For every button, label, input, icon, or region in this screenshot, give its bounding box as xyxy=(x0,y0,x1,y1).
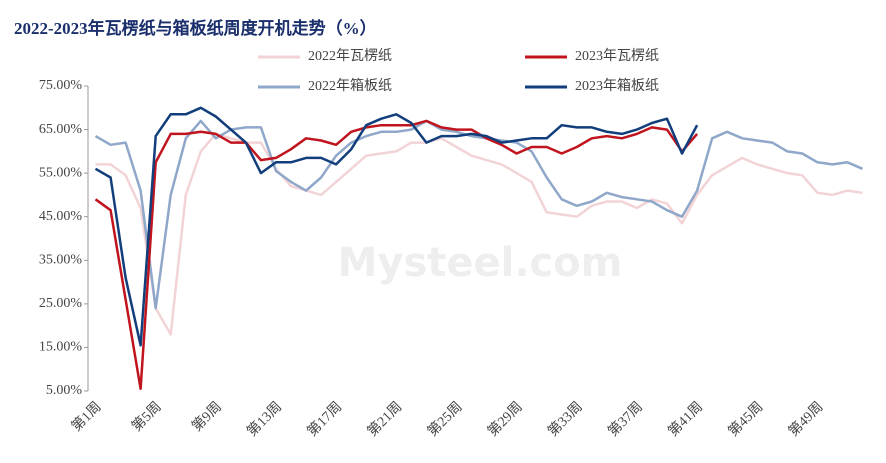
y-tick-label: 75.00% xyxy=(39,78,83,93)
series-line xyxy=(94,119,863,310)
watermark: Mysteel.com xyxy=(338,240,623,286)
x-tick-label: 第21周 xyxy=(364,398,406,440)
x-tick-label: 第33周 xyxy=(544,398,586,440)
y-tick-label: 25.00% xyxy=(39,296,83,311)
series-line xyxy=(94,106,699,347)
x-tick-label: 第1周 xyxy=(68,398,105,435)
y-tick-label: 45.00% xyxy=(39,209,83,224)
legend-label: 2023年箱板纸 xyxy=(575,78,659,94)
x-tick-label: 第45周 xyxy=(725,398,767,440)
legend-label: 2022年箱板纸 xyxy=(308,78,392,94)
x-tick-label: 第9周 xyxy=(188,398,225,435)
x-tick-label: 第41周 xyxy=(664,398,706,440)
x-tick-label: 第37周 xyxy=(604,398,646,440)
y-tick-label: 55.00% xyxy=(39,165,83,180)
legend-label: 2023年瓦楞纸 xyxy=(575,48,659,64)
x-tick-label: 第29周 xyxy=(484,398,526,440)
x-tick-label: 第13周 xyxy=(243,398,285,440)
y-tick-label: 65.00% xyxy=(39,122,83,137)
x-tick-label: 第5周 xyxy=(128,398,165,435)
series-line xyxy=(94,119,699,391)
legend-label: 2022年瓦楞纸 xyxy=(308,48,392,64)
y-tick-label: 35.00% xyxy=(39,253,83,268)
series-line xyxy=(95,132,863,336)
x-tick-label: 第25周 xyxy=(424,398,466,440)
x-tick-label: 第49周 xyxy=(785,398,827,440)
y-tick-label: 15.00% xyxy=(39,340,83,355)
y-tick-label: 5.00% xyxy=(46,383,83,398)
chart-title: 2022-2023年瓦楞纸与箱板纸周度开机走势（%） xyxy=(14,18,377,38)
x-tick-label: 第17周 xyxy=(304,398,346,440)
